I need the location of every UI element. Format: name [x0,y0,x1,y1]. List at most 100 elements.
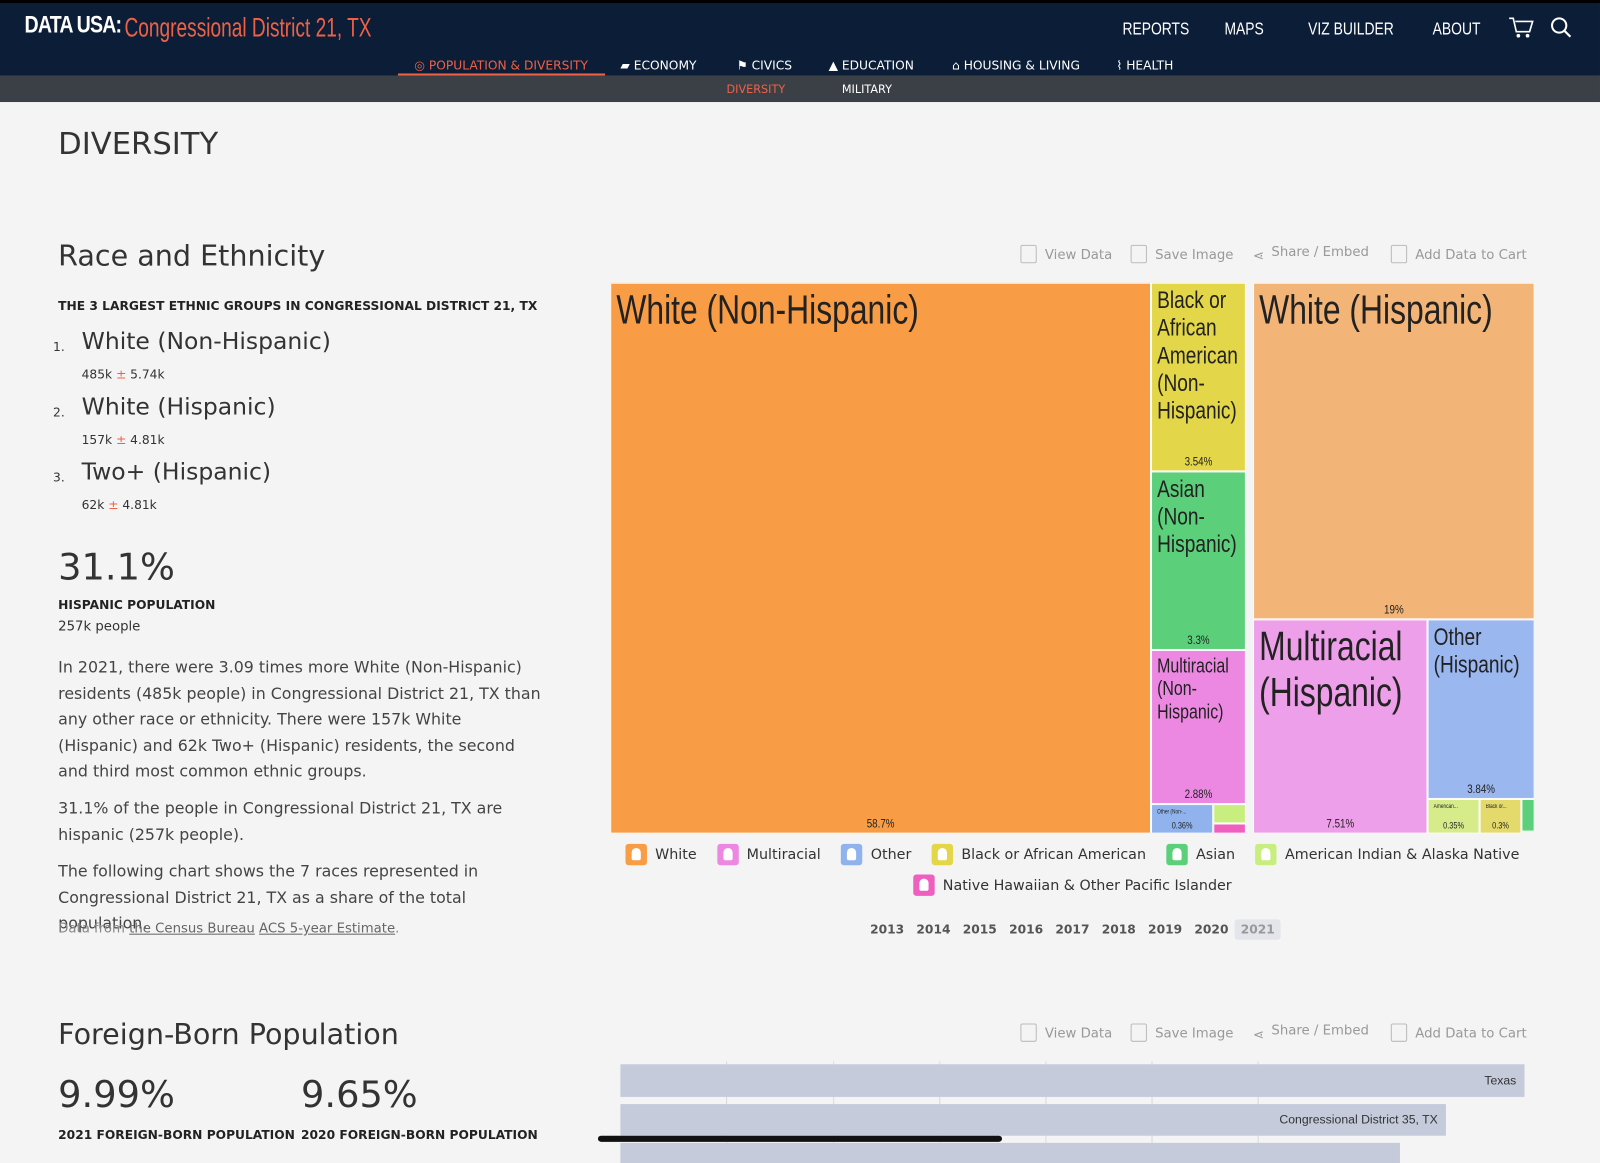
legend-item[interactable]: Native Hawaiian & Other Pacific Islander [913,874,1232,896]
group-value: 485k ± 5.74k [82,367,165,381]
treemap-cell[interactable]: Other (Non-... 0.36% [1151,804,1214,834]
legend-item[interactable]: American Indian & Alaska Native [1255,843,1519,866]
legend-label: Other [870,846,912,863]
search-icon[interactable] [1550,16,1572,38]
tab-active[interactable]: ◎ POPULATION & DIVERSITY [414,58,589,73]
treemap-cell[interactable] [1213,823,1246,834]
source: Data from the Census Bureau ACS 5-year E… [58,921,399,936]
cell-label: Other (Hispanic) [1433,623,1520,679]
subtab[interactable]: MILITARY [841,82,892,96]
year[interactable]: 2019 [1148,922,1183,937]
tab[interactable]: ⚑ CIVICS [736,58,793,73]
nav-link[interactable]: MAPS [1224,19,1264,39]
action-label: View Data [1044,247,1113,264]
cell-label: American... [1433,804,1458,811]
year[interactable]: 2018 [1101,922,1136,937]
nav-link[interactable]: VIZ BUILDER [1308,19,1394,39]
treemap-cell[interactable]: American... 0.35% [1427,798,1480,834]
paragraph: In 2021, there were 3.09 times more Whit… [58,658,541,781]
bar[interactable]: Congressional District 35, TX [620,1104,1446,1136]
value: 485k [81,367,113,382]
treemap: White (Non-Hispanic) 58.7% Black or Africa… [610,282,1535,834]
action[interactable]: ⋖ Share / Embed [1253,244,1369,265]
treemap-cell[interactable] [1213,804,1246,824]
source-link[interactable]: the Census Bureau [129,921,255,937]
year[interactable]: 2021 [1234,919,1281,940]
legend-item[interactable]: Black or African American [931,843,1147,866]
logo[interactable]: DATA USA: [24,11,122,39]
bar[interactable]: Texas [620,1064,1525,1097]
action[interactable]: View Data [1020,244,1113,264]
action-label: Add Data to Cart [1415,1026,1527,1042]
treemap-cell[interactable]: White (Hispanic) 19% [1253,282,1535,620]
cell-share: 0.36% [1171,820,1193,831]
action[interactable]: View Data [1020,1023,1112,1042]
year[interactable]: 2020 [1194,922,1229,937]
legend-item[interactable]: Other [841,843,912,866]
action[interactable]: Save Image [1130,244,1234,264]
year-selector: 2013 2014 2015 2016 2017 2018 2019 2020 2021 [610,918,1534,940]
tab[interactable]: ▲ EDUCATION [828,58,914,73]
group-value: 62k ± 4.81k [82,498,157,512]
year[interactable]: 2015 [962,922,997,937]
value: 62k [81,497,105,513]
legend-swatch [913,874,935,896]
treemap-cell[interactable]: Multiracial (Non-Hispanic) 2.88% [1151,649,1246,805]
nav-link[interactable]: ABOUT [1432,19,1481,39]
year[interactable]: 2017 [1055,922,1090,937]
subtab-active[interactable]: DIVERSITY [726,82,786,96]
treemap-cell[interactable]: Multiracial (Hispanic) 7.51% [1253,619,1428,834]
action[interactable]: Add Data to Cart [1390,1023,1527,1042]
legend-item[interactable]: Multiracial [717,843,821,866]
stat-label: HISPANIC POPULATION [58,597,216,613]
cell-label: Asian (Non-Hispanic) [1157,475,1237,558]
stat-sub: 257k people [58,619,141,635]
margin: 4.81k [122,497,157,513]
treemap-cell[interactable] [1521,798,1535,832]
margin: 5.74k [130,367,165,382]
source-prefix: Data from [58,921,125,937]
value: 157k [81,432,113,447]
treemap-cell[interactable]: Other (Hispanic) 3.84% [1427,619,1535,799]
action[interactable]: Add Data to Cart [1390,244,1527,264]
year[interactable]: 2016 [1009,922,1044,937]
tab[interactable]: ▰ ECONOMY [620,58,697,73]
stat-label: 2021 FOREIGN-BORN POPULATION [58,1127,295,1142]
cell-share: 2.88% [1184,786,1213,802]
treemap-cell[interactable]: Black or African American (Non-Hispanic)… [1151,282,1246,472]
source-link[interactable]: ACS 5-year Estimate [259,921,396,937]
cell-label: White (Non-Hispanic) [616,287,919,333]
topic-title: Race and Ethnicity [58,238,326,273]
place-name: Congressional District 21, TX [124,12,372,43]
action[interactable]: Save Image [1130,1023,1233,1042]
tab-label: HEALTH [1126,58,1174,73]
legend-swatch [717,843,739,866]
cell-share: 0.3% [1492,820,1509,831]
legend-item[interactable]: White [625,843,697,866]
action-label: Share / Embed [1271,1023,1369,1039]
cell-label: Multiracial (Non-Hispanic) [1157,655,1229,724]
sub-bar [0,75,1600,103]
treemap-cell[interactable]: Black or... 0.3% [1479,798,1522,834]
stat-value: 9.99% [58,1074,175,1117]
tab[interactable]: ⌇ HEALTH [1116,58,1174,73]
treemap-cell[interactable]: Asian (Non-Hispanic) 3.3% [1151,471,1246,650]
legend-swatch [931,843,954,866]
year[interactable]: 2013 [870,922,905,937]
action-label: Save Image [1155,247,1234,264]
legend-label: Black or African American [961,846,1147,863]
legend-item[interactable]: Asian [1166,843,1235,866]
treemap-cell[interactable]: White (Non-Hispanic) 58.7% [610,282,1152,834]
legend-swatch [1166,843,1188,866]
nav-link[interactable]: REPORTS [1122,19,1190,39]
tab[interactable]: ⌂ HOUSING & LIVING [952,58,1080,73]
bar[interactable] [620,1142,1400,1163]
legend-swatch [841,843,863,866]
cart-icon[interactable] [1508,15,1535,39]
cell-share: 3.3% [1187,632,1210,647]
cell-share: 19% [1384,602,1404,617]
year[interactable]: 2014 [916,922,951,937]
cell-label: White (Hispanic) [1259,287,1493,333]
action[interactable]: ⋖ Share / Embed [1253,1023,1369,1043]
